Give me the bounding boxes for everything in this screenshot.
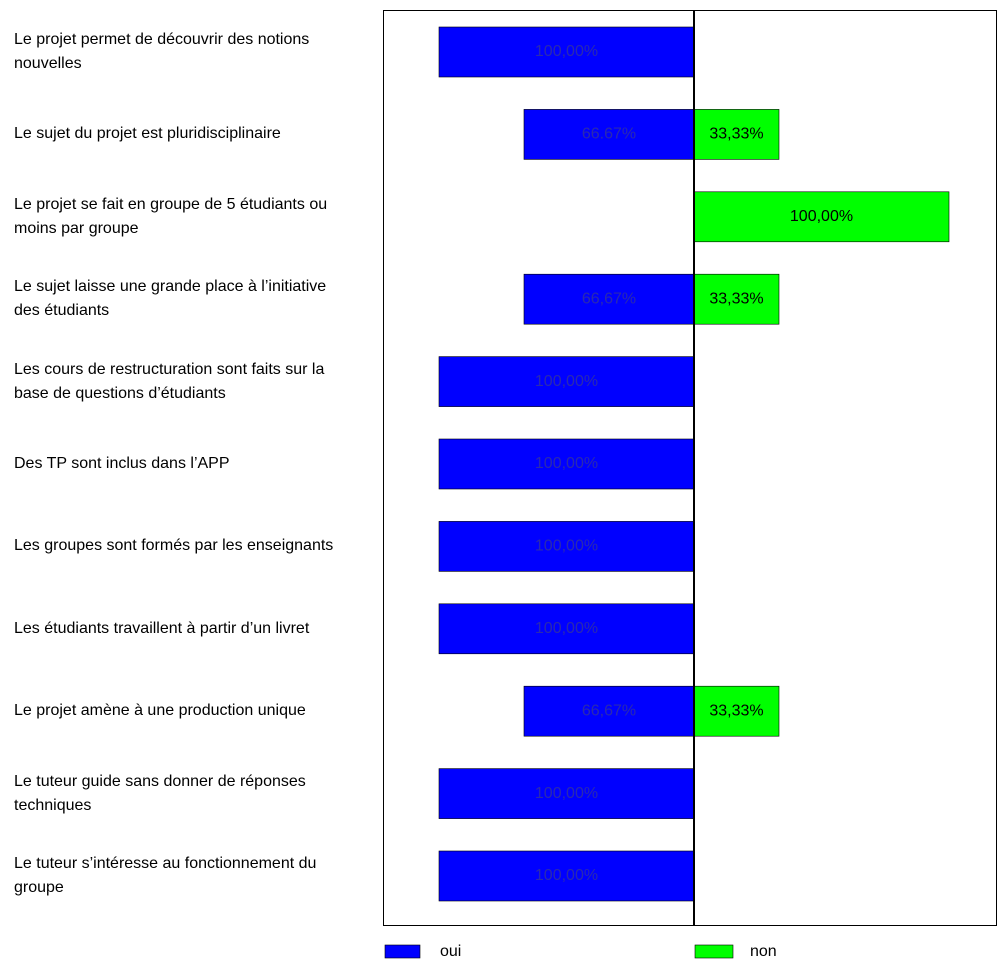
- bar: [523, 109, 695, 160]
- bar: [438, 26, 695, 78]
- legend-label: non: [750, 943, 777, 960]
- value-label: 100,00%: [535, 620, 598, 637]
- bar: [438, 603, 695, 655]
- bar: [438, 850, 695, 902]
- value-label: 66.67%: [582, 126, 636, 143]
- bar: [693, 273, 780, 325]
- bar: [523, 685, 695, 737]
- plot-frame: [383, 10, 997, 926]
- category-label: Le sujet du projet est pluridisciplinair…: [14, 125, 281, 143]
- value-label: 100,00%: [535, 538, 598, 555]
- legend-swatch: [384, 944, 421, 959]
- value-label: 66,67%: [582, 702, 636, 719]
- category-label: Les cours de restructuration sont faits …: [14, 360, 325, 402]
- category-label: Le tuteur guide sans donner de réponses …: [14, 772, 306, 814]
- value-label: 100,00%: [535, 455, 598, 472]
- value-label: 100,00%: [535, 43, 598, 60]
- bar: [693, 109, 780, 160]
- category-label: Des TP sont inclus dans l’APP: [14, 455, 230, 472]
- category-label: Les étudiants travaillent à partir d’un …: [14, 619, 310, 637]
- value-label: 33,33%: [709, 126, 763, 143]
- category-label: Le projet se fait en groupe de 5 étudian…: [14, 195, 328, 237]
- category-label: Le projet permet de découvrir des notion…: [14, 31, 310, 72]
- category-label: Le tuteur s’intéresse au fonctionnement …: [14, 855, 317, 896]
- value-label: 33,33%: [709, 702, 763, 719]
- value-label: 66,67%: [582, 290, 636, 307]
- bar: [693, 685, 780, 737]
- legend-swatch: [694, 944, 734, 959]
- bar: [693, 191, 950, 243]
- bar: [438, 521, 695, 572]
- legend-label: oui: [440, 943, 461, 960]
- value-label: 100,00%: [790, 208, 853, 225]
- category-label: Le sujet laisse une grande place à l’ini…: [14, 278, 327, 320]
- value-label: 100,00%: [535, 373, 598, 390]
- category-label: Les groupes sont formés par les enseigna…: [14, 537, 334, 555]
- bar: [438, 768, 695, 819]
- category-label: Le projet amène à une production unique: [14, 702, 306, 720]
- value-label: 100,00%: [535, 867, 598, 884]
- bar: [438, 356, 695, 407]
- value-label: 33,33%: [709, 290, 763, 307]
- value-label: 100,00%: [535, 785, 598, 802]
